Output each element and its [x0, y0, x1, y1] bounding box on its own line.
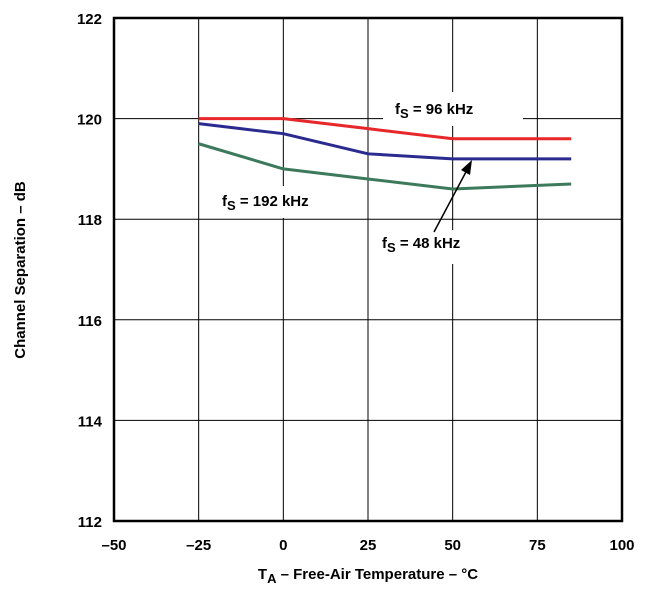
series-line-48-khz: [198, 122, 572, 161]
x-tick-labels: –50 –25 0 25 50 75 100: [101, 537, 634, 554]
svg-text:fS = 192 kHz: fS = 192 kHz: [222, 193, 309, 213]
annotation-96khz-sub: S: [400, 106, 409, 121]
annotation-192khz-prefix: f: [222, 193, 228, 210]
annotation-96khz: fS = 96 kHz: [383, 92, 523, 126]
x-tick-label: 50: [444, 537, 461, 554]
svg-text:fS = 96 kHz: fS = 96 kHz: [395, 101, 473, 121]
y-tick-label: 122: [77, 11, 102, 28]
x-axis-label: TA – Free-Air Temperature – °C: [258, 566, 478, 586]
y-axis-label: Channel Separation – dB: [12, 181, 29, 359]
x-tick-label: 25: [360, 537, 377, 554]
annotation-48khz-text: = 48 kHz: [396, 235, 461, 252]
x-axis-label-rest: – Free-Air Temperature – °C: [276, 566, 478, 583]
y-tick-label: 112: [78, 514, 102, 531]
annotation-96khz-prefix: f: [395, 101, 401, 118]
x-tick-label: –50: [101, 537, 126, 554]
y-tick-label: 114: [78, 413, 103, 430]
series-line-96-khz: [198, 117, 572, 141]
annotation-96khz-text: = 96 kHz: [409, 101, 474, 118]
y-tick-label: 120: [77, 112, 102, 129]
annotation-192khz-sub: S: [227, 198, 236, 213]
x-tick-label: 0: [279, 537, 287, 554]
annotation-192khz: fS = 192 kHz: [215, 186, 361, 218]
y-tick-label: 116: [78, 313, 102, 330]
annotation-192khz-text: = 192 kHz: [236, 193, 309, 210]
x-tick-label: –25: [186, 537, 211, 554]
x-axis-label-sub: A: [267, 571, 277, 586]
y-tick-label: 118: [78, 212, 102, 229]
x-tick-label: 75: [529, 537, 546, 554]
x-axis-label-main: T: [258, 566, 267, 583]
annotation-48khz-prefix: f: [382, 235, 388, 252]
series-line-192-khz: [198, 142, 572, 191]
y-tick-labels: 112 114 116 118 120 122: [77, 11, 103, 531]
x-tick-label: 100: [609, 537, 634, 554]
annotation-48khz-arrow: [433, 160, 472, 233]
annotation-48khz-sub: S: [387, 240, 396, 255]
grid: [113, 17, 623, 522]
series-layer: [198, 117, 572, 191]
plot-frame: [112, 16, 624, 523]
annotation-48khz: fS = 48 kHz: [372, 230, 502, 264]
svg-text:fS = 48 kHz: fS = 48 kHz: [382, 235, 460, 255]
